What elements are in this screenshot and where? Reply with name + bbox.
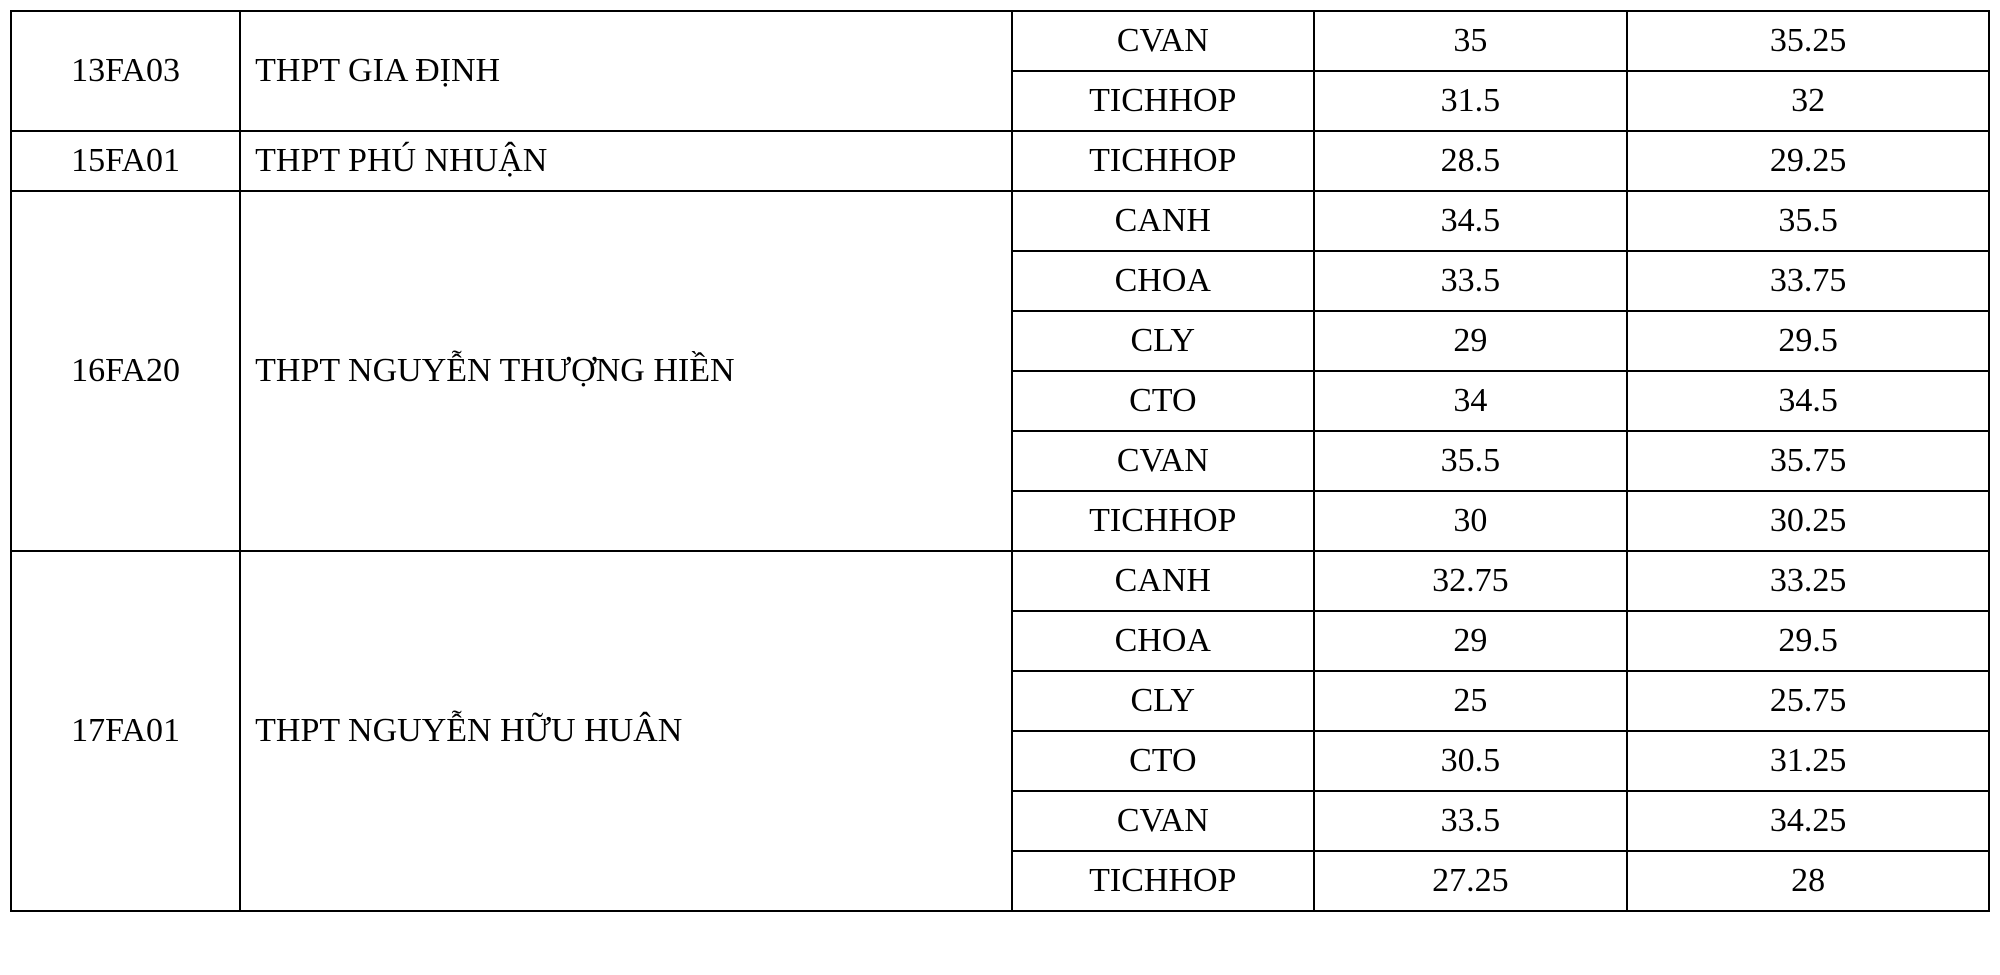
subject-cell: CVAN <box>1012 11 1314 71</box>
table-body: 13FA03THPT GIA ĐỊNHCVAN3535.25TICHHOP31.… <box>11 11 1989 911</box>
score2-cell: 32 <box>1627 71 1989 131</box>
subject-cell: TICHHOP <box>1012 71 1314 131</box>
score2-cell: 31.25 <box>1627 731 1989 791</box>
scores-table: 13FA03THPT GIA ĐỊNHCVAN3535.25TICHHOP31.… <box>10 10 1990 912</box>
score1-cell: 29 <box>1314 311 1628 371</box>
score1-cell: 33.5 <box>1314 791 1628 851</box>
score1-cell: 28.5 <box>1314 131 1628 191</box>
score1-cell: 29 <box>1314 611 1628 671</box>
score2-cell: 28 <box>1627 851 1989 911</box>
score1-cell: 27.25 <box>1314 851 1628 911</box>
score1-cell: 35 <box>1314 11 1628 71</box>
score1-cell: 25 <box>1314 671 1628 731</box>
score1-cell: 34 <box>1314 371 1628 431</box>
score2-cell: 33.25 <box>1627 551 1989 611</box>
table-row: 16FA20THPT NGUYỄN THƯỢNG HIỀNCANH34.535.… <box>11 191 1989 251</box>
school-code-cell: 17FA01 <box>11 551 240 911</box>
school-code-cell: 16FA20 <box>11 191 240 551</box>
score1-cell: 32.75 <box>1314 551 1628 611</box>
score2-cell: 29.5 <box>1627 311 1989 371</box>
subject-cell: CHOA <box>1012 251 1314 311</box>
subject-cell: TICHHOP <box>1012 131 1314 191</box>
school-name-cell: THPT NGUYỄN THƯỢNG HIỀN <box>240 191 1012 551</box>
subject-cell: TICHHOP <box>1012 851 1314 911</box>
subject-cell: TICHHOP <box>1012 491 1314 551</box>
score2-cell: 34.5 <box>1627 371 1989 431</box>
subject-cell: CLY <box>1012 311 1314 371</box>
subject-cell: CTO <box>1012 731 1314 791</box>
score1-cell: 33.5 <box>1314 251 1628 311</box>
table-row: 13FA03THPT GIA ĐỊNHCVAN3535.25 <box>11 11 1989 71</box>
score1-cell: 30 <box>1314 491 1628 551</box>
table-row: 17FA01THPT NGUYỄN HỮU HUÂNCANH32.7533.25 <box>11 551 1989 611</box>
score2-cell: 35.25 <box>1627 11 1989 71</box>
score2-cell: 33.75 <box>1627 251 1989 311</box>
school-name-cell: THPT GIA ĐỊNH <box>240 11 1012 131</box>
score1-cell: 31.5 <box>1314 71 1628 131</box>
subject-cell: CLY <box>1012 671 1314 731</box>
score2-cell: 34.25 <box>1627 791 1989 851</box>
score2-cell: 30.25 <box>1627 491 1989 551</box>
score2-cell: 29.25 <box>1627 131 1989 191</box>
subject-cell: CHOA <box>1012 611 1314 671</box>
school-name-cell: THPT NGUYỄN HỮU HUÂN <box>240 551 1012 911</box>
score1-cell: 35.5 <box>1314 431 1628 491</box>
score2-cell: 35.5 <box>1627 191 1989 251</box>
score1-cell: 30.5 <box>1314 731 1628 791</box>
school-code-cell: 15FA01 <box>11 131 240 191</box>
table-row: 15FA01THPT PHÚ NHUẬNTICHHOP28.529.25 <box>11 131 1989 191</box>
school-code-cell: 13FA03 <box>11 11 240 131</box>
score1-cell: 34.5 <box>1314 191 1628 251</box>
subject-cell: CVAN <box>1012 791 1314 851</box>
score2-cell: 25.75 <box>1627 671 1989 731</box>
subject-cell: CANH <box>1012 551 1314 611</box>
subject-cell: CANH <box>1012 191 1314 251</box>
score2-cell: 29.5 <box>1627 611 1989 671</box>
school-name-cell: THPT PHÚ NHUẬN <box>240 131 1012 191</box>
subject-cell: CVAN <box>1012 431 1314 491</box>
score2-cell: 35.75 <box>1627 431 1989 491</box>
subject-cell: CTO <box>1012 371 1314 431</box>
